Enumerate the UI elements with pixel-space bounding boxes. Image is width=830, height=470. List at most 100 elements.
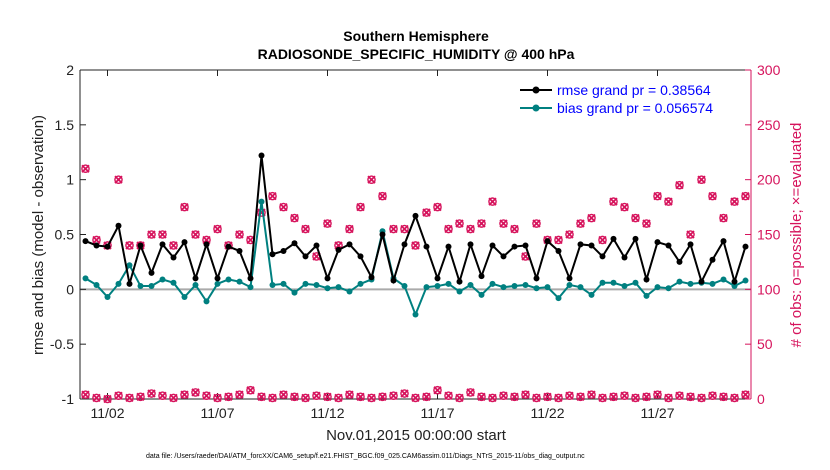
obs-evaluated-marker [565, 391, 574, 401]
obs-possible-marker-cross [653, 191, 662, 201]
obs-evaluated-marker [708, 391, 717, 401]
y-tick-label-right: 50 [757, 336, 773, 352]
rmse-point [236, 247, 243, 254]
obs-possible-marker-cross [367, 175, 376, 184]
obs-evaluated-marker [422, 392, 431, 402]
bias-point [445, 280, 452, 287]
bias-point [148, 283, 155, 290]
obs-possible-marker-circle [620, 202, 629, 212]
obs-possible-marker-cross [92, 235, 101, 245]
obs-possible-marker-cross [279, 202, 288, 212]
obs-possible-marker [411, 241, 420, 250]
obs-possible-marker [213, 224, 222, 234]
obs-evaluated-marker-circle [620, 391, 629, 401]
bias-point [258, 198, 265, 205]
obs-evaluated-marker [268, 393, 277, 403]
obs-evaluated-marker-cross [147, 389, 156, 398]
rmse-point [555, 247, 562, 254]
obs-evaluated-marker [675, 391, 684, 401]
obs-evaluated-marker-cross [367, 393, 376, 403]
obs-possible-marker-cross [147, 230, 156, 239]
obs-possible-marker [180, 202, 189, 212]
obs-evaluated-marker-cross [521, 390, 530, 399]
obs-possible-marker [686, 230, 695, 239]
obs-possible-marker-circle [554, 235, 563, 245]
obs-possible-marker [433, 202, 442, 212]
bias-point [203, 298, 210, 305]
obs-possible-marker-cross [477, 219, 486, 228]
obs-possible-marker-circle [213, 224, 222, 234]
rmse-point [489, 242, 496, 249]
y-axis-right-label: # of obs: o=possible; ×=evaluated [788, 123, 805, 348]
obs-evaluated-marker-circle [191, 388, 200, 397]
obs-evaluated-marker [631, 393, 640, 403]
rmse-point [203, 241, 210, 248]
obs-evaluated-marker [147, 389, 156, 398]
obs-possible-marker-cross [565, 230, 574, 239]
bias-point [632, 279, 639, 286]
obs-evaluated-marker [125, 393, 134, 403]
obs-possible-marker [719, 213, 728, 223]
rmse-point [632, 235, 639, 242]
obs-possible-marker-cross [708, 191, 717, 201]
rmse-point [148, 269, 155, 276]
obs-possible-marker [642, 219, 651, 228]
obs-evaluated-marker-cross [697, 393, 706, 403]
obs-evaluated-marker-circle [411, 393, 420, 403]
obs-possible-marker-circle [730, 197, 739, 206]
obs-evaluated-marker-circle [686, 392, 695, 402]
obs-possible-marker-circle [345, 224, 354, 234]
obs-possible-marker-cross [235, 230, 244, 239]
obs-evaluated-marker-circle [169, 393, 178, 403]
obs-possible-marker [323, 219, 332, 228]
rmse-point [588, 242, 595, 249]
obs-evaluated-marker-circle [521, 390, 530, 399]
obs-possible-marker-cross [598, 235, 607, 245]
obs-possible-marker [565, 230, 574, 239]
obs-evaluated-marker-circle [466, 388, 475, 397]
bias-point [159, 276, 166, 283]
obs-possible-marker [444, 224, 453, 234]
bias-point [599, 279, 606, 286]
obs-evaluated-marker [620, 391, 629, 401]
obs-evaluated-marker-cross [653, 390, 662, 399]
obs-evaluated-marker [323, 392, 332, 402]
obs-possible-marker-cross [466, 224, 475, 234]
obs-evaluated-marker-circle [554, 393, 563, 403]
obs-possible-marker-cross [114, 175, 123, 184]
obs-evaluated-marker-cross [499, 391, 508, 400]
obs-evaluated-marker-cross [488, 393, 497, 403]
obs-evaluated-marker [653, 390, 662, 399]
rmse-point [434, 275, 441, 282]
y-tick-label-right: 150 [757, 227, 781, 243]
bias-point [236, 278, 243, 285]
bias-point [170, 279, 177, 286]
obs-evaluated-marker [389, 391, 398, 401]
rmse-point [302, 253, 309, 260]
obs-evaluated-marker-circle [565, 391, 574, 401]
obs-evaluated-marker [378, 392, 387, 402]
axis-tick-labels: 11/02 11/07 11/12 11/17 11/22 11/27 -1 -0.5 0 0.5… [50, 62, 781, 421]
obs-possible-marker-circle [191, 230, 200, 239]
x-tick-label: 11/02 [91, 405, 125, 421]
obs-evaluated-marker-cross [378, 392, 387, 401]
obs-evaluated-marker [290, 392, 299, 402]
obs-evaluated-marker-circle [378, 392, 387, 402]
obs-evaluated-marker-cross [191, 388, 200, 397]
obs-evaluated-marker-cross [576, 392, 585, 401]
legend-rmse-label: rmse grand pr = 0.38564 [557, 82, 711, 98]
bias-point [225, 276, 232, 283]
obs-possible-marker-circle [708, 191, 717, 201]
legend-rmse-marker [532, 86, 540, 94]
obs-possible-marker [125, 241, 134, 250]
obs-evaluated-marker-cross [455, 393, 464, 403]
obs-possible-marker [510, 224, 519, 234]
obs-evaluated-marker-cross [642, 392, 651, 401]
chart-title-line2: RADIOSONDE_SPECIFIC_HUMIDITY @ 400 hPa [258, 46, 575, 62]
obs-evaluated-marker [609, 392, 618, 402]
obs-evaluated-marker-cross [411, 393, 420, 403]
obs-evaluated-marker-circle [741, 390, 750, 399]
obs-evaluated-marker-circle [334, 393, 343, 403]
rmse-point [577, 241, 584, 248]
bias-point [467, 281, 474, 288]
